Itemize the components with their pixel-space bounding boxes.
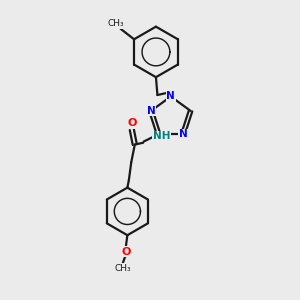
Text: CH₃: CH₃: [107, 19, 124, 28]
Text: CH₃: CH₃: [115, 264, 131, 273]
Text: NH: NH: [153, 131, 170, 141]
Text: O: O: [127, 118, 136, 128]
Text: O: O: [121, 247, 130, 257]
Text: N: N: [167, 92, 175, 101]
Text: N: N: [147, 106, 155, 116]
Text: N: N: [179, 129, 188, 139]
